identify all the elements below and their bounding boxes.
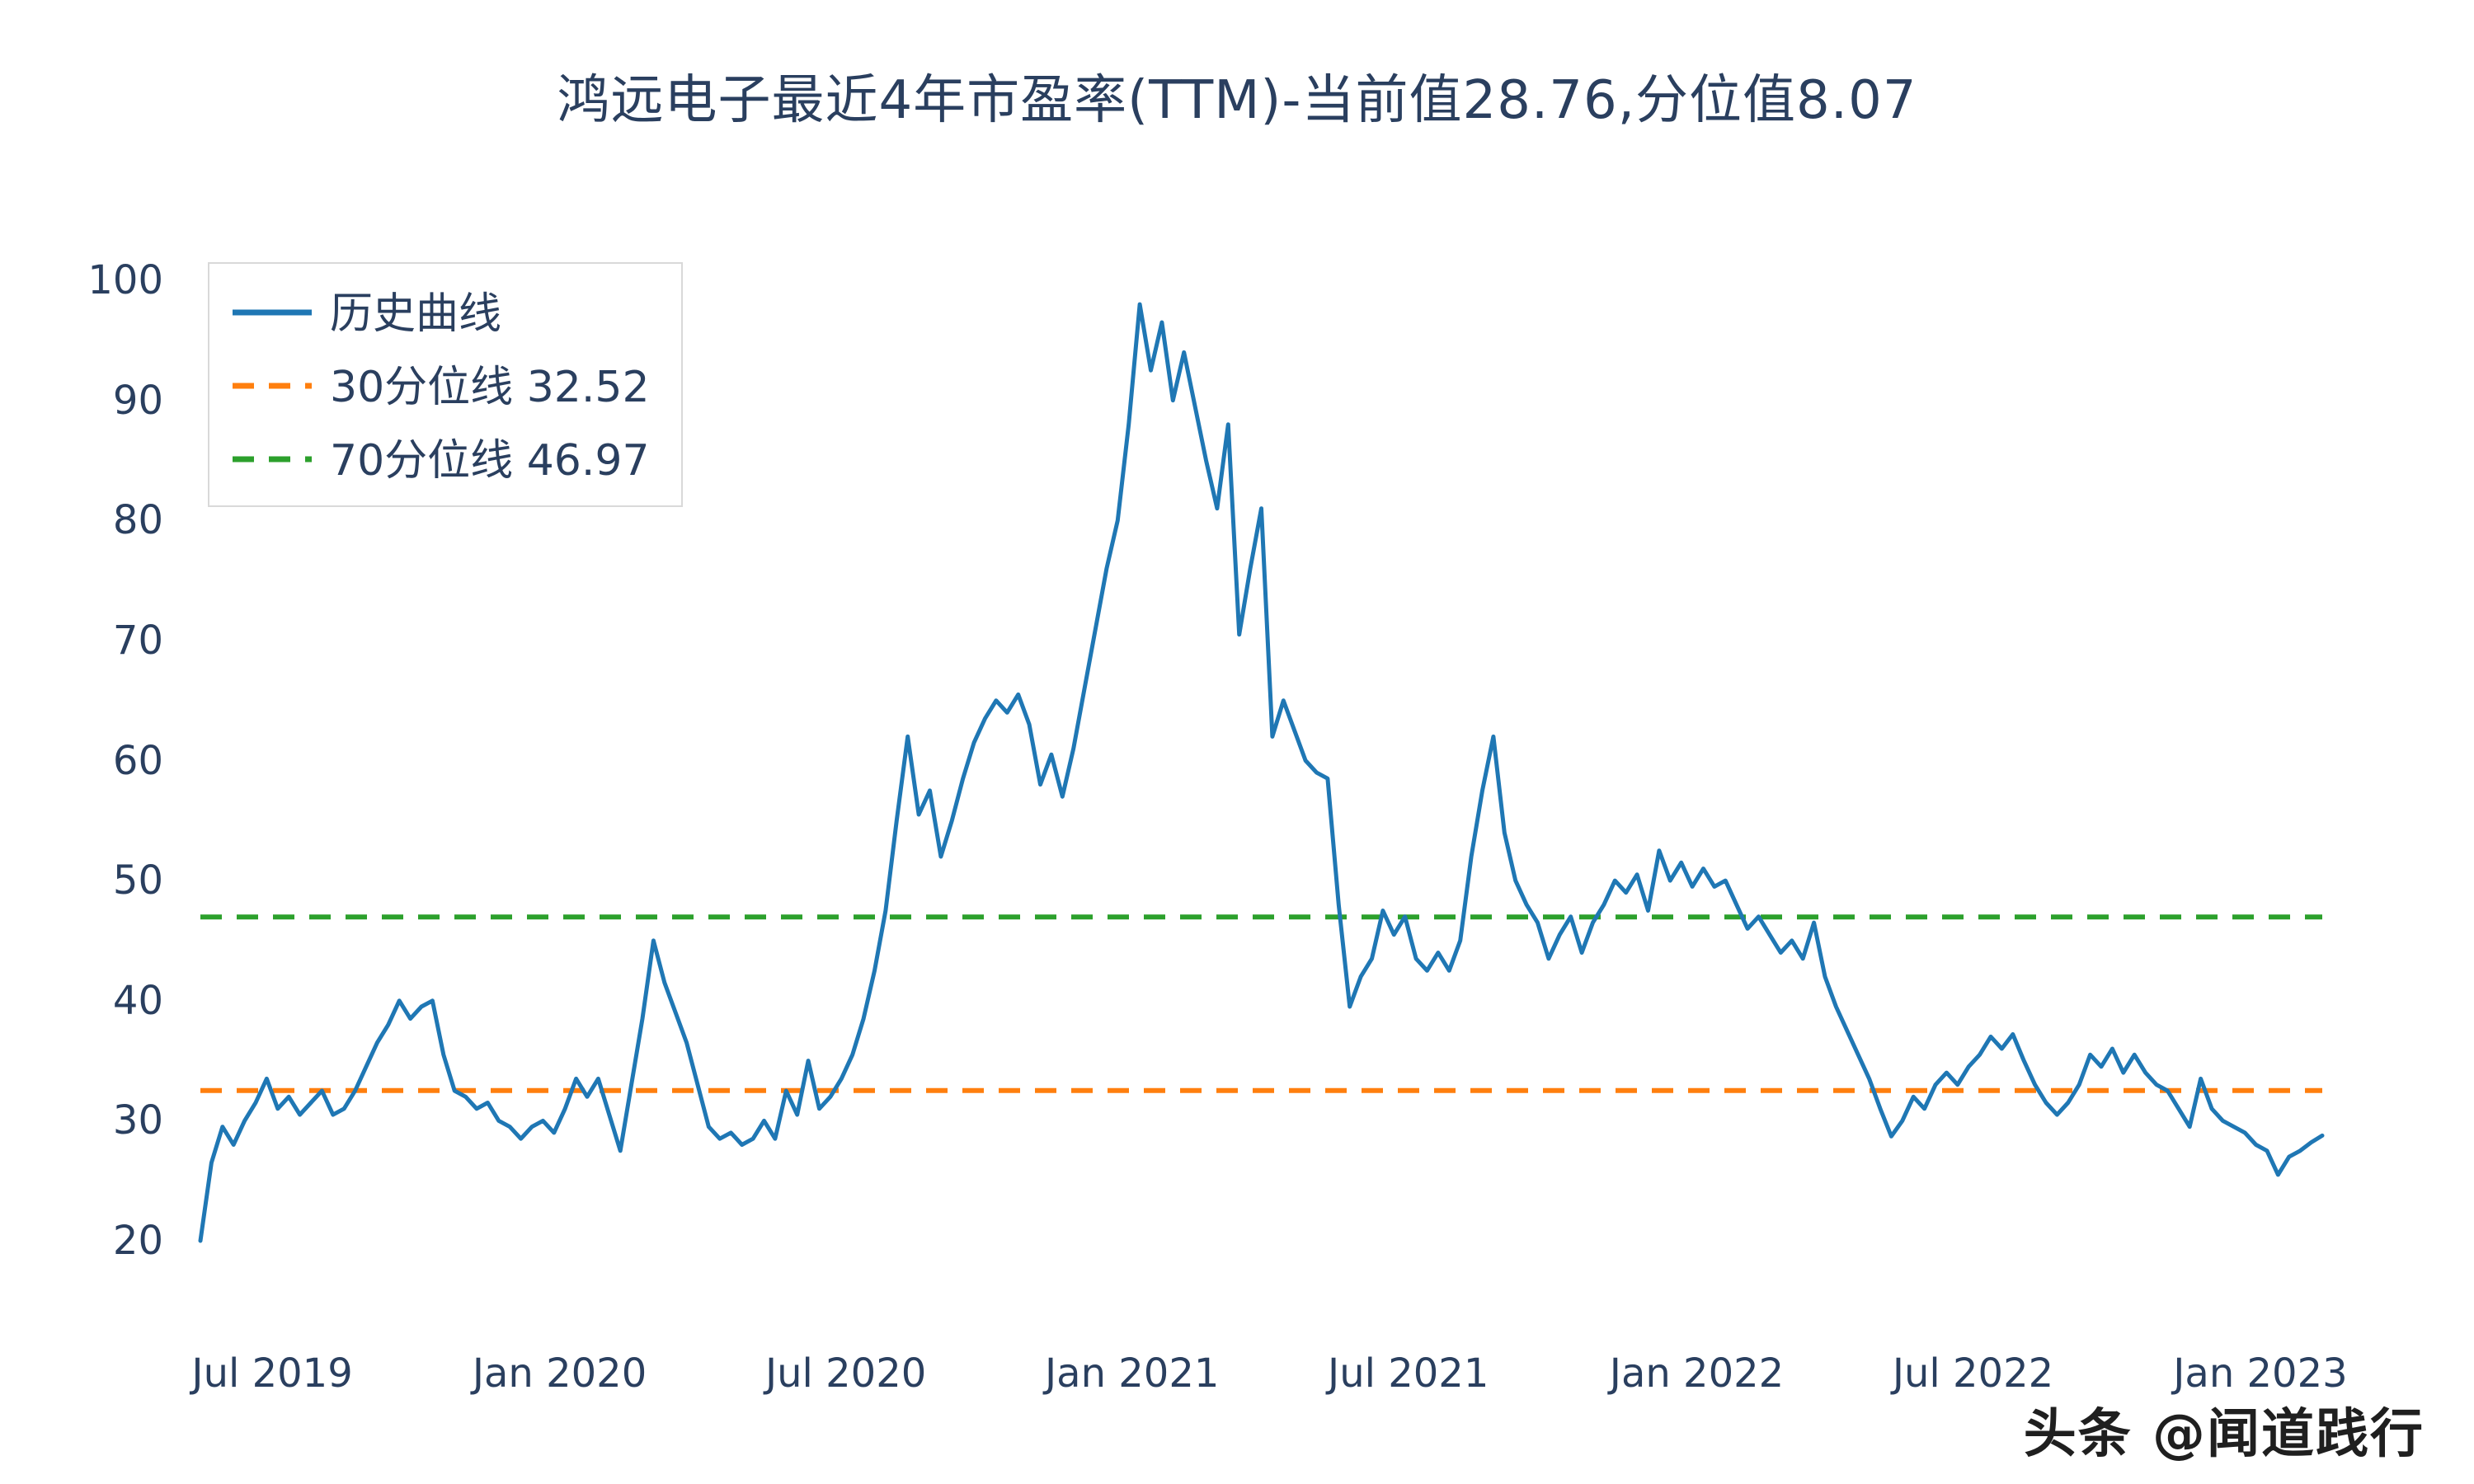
legend-label: 历史曲线 xyxy=(330,289,502,339)
dashed-line-swatch-icon xyxy=(233,378,312,388)
x-tick-label: Jan 2021 xyxy=(1045,1350,1220,1397)
legend-label: 70分位线 46.97 xyxy=(330,436,650,486)
x-tick-label: Jul 2022 xyxy=(1892,1350,2054,1397)
y-tick-label: 60 xyxy=(112,737,163,784)
x-tick-label: Jul 2020 xyxy=(764,1350,927,1397)
x-tick-label: Jan 2022 xyxy=(1609,1350,1785,1397)
history-series-line xyxy=(198,302,2325,1243)
legend-item[interactable]: 70分位线 46.97 xyxy=(233,425,650,487)
legend-label: 30分位线 32.52 xyxy=(330,363,650,412)
legend-item[interactable]: 30分位线 32.52 xyxy=(233,352,650,414)
legend-item[interactable]: 历史曲线 xyxy=(233,279,650,340)
legend[interactable]: 历史曲线 30分位线 32.52 70分位线 46.97 xyxy=(208,262,683,507)
y-tick-label: 40 xyxy=(112,977,163,1024)
x-tick-label: Jan 2023 xyxy=(2173,1350,2348,1397)
dashed-line-swatch-icon xyxy=(233,452,312,462)
watermark: 头条 @闻道践行 xyxy=(2023,1404,2425,1465)
y-tick-label: 30 xyxy=(112,1097,163,1144)
x-tick-label: Jul 2019 xyxy=(191,1350,353,1397)
x-tick-label: Jul 2021 xyxy=(1328,1350,1489,1397)
y-tick-label: 50 xyxy=(112,857,163,904)
y-tick-label: 20 xyxy=(112,1218,163,1264)
x-tick-label: Jan 2020 xyxy=(472,1350,647,1397)
line-swatch-icon xyxy=(233,305,312,315)
y-tick-label: 90 xyxy=(112,377,163,424)
y-tick-label: 70 xyxy=(112,617,163,664)
y-tick-label: 100 xyxy=(87,257,163,303)
y-tick-label: 80 xyxy=(112,497,163,544)
chart-title: 鸿远电子最近4年市盈率(TTM)-当前值28.76,分位值8.07 xyxy=(557,70,1917,131)
